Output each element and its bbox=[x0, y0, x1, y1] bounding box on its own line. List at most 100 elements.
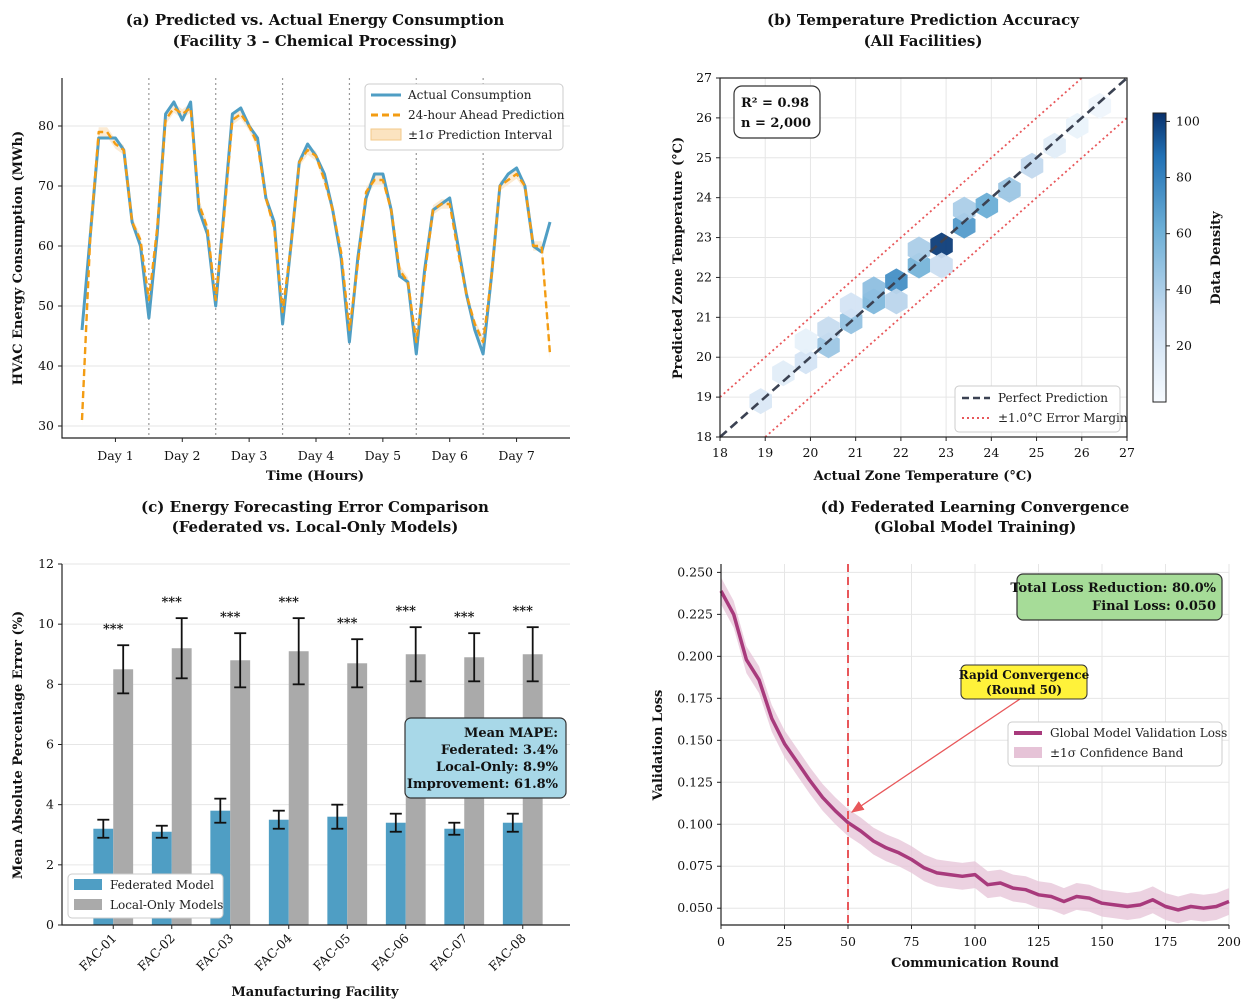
panel-b-y-ticks: 18 19 20 21 22 23 24 25 26 27 bbox=[696, 70, 720, 444]
x-tick-label: Day 6 bbox=[431, 448, 468, 463]
x-tick-label: 24 bbox=[983, 445, 999, 460]
panel-b: (b) Temperature Prediction Accuracy (All… bbox=[671, 11, 1224, 484]
summary-box bbox=[1016, 573, 1223, 621]
panel-b-hexbins bbox=[749, 92, 1112, 415]
bar-federated bbox=[444, 828, 465, 925]
hexbin bbox=[839, 292, 863, 319]
legend-box bbox=[1007, 721, 1223, 767]
summary-reduction: Total Loss Reduction: 80.0% bbox=[1010, 581, 1216, 596]
colorbar-tick-label: 80 bbox=[1176, 170, 1192, 185]
y-tick-label: 0.225 bbox=[677, 606, 713, 621]
y-tick-label: 8 bbox=[46, 676, 54, 691]
colorbar-tick-label: 20 bbox=[1176, 338, 1192, 353]
mape-heading: Mean MAPE: bbox=[464, 726, 558, 741]
panel-b-ylabel: Predicted Zone Temperature (°C) bbox=[671, 137, 686, 379]
x-tick-label: 26 bbox=[1074, 445, 1090, 460]
annotation-arrow bbox=[850, 698, 1021, 813]
x-tick-label: Day 5 bbox=[365, 448, 401, 463]
panel-a-legend: Actual Consumption 24-hour Ahead Predict… bbox=[364, 83, 565, 151]
legend-margin: ±1.0°C Error Margin bbox=[998, 411, 1128, 425]
y-tick-label: 0.050 bbox=[677, 900, 713, 915]
hexbin bbox=[1088, 92, 1112, 119]
x-tick-label: FAC-02 bbox=[135, 931, 178, 974]
y-tick-label: 4 bbox=[46, 797, 54, 812]
x-tick-label: 150 bbox=[1090, 934, 1114, 949]
x-tick-label: 19 bbox=[757, 445, 773, 460]
panel-d-series bbox=[719, 564, 1230, 925]
x-tick-label: FAC-03 bbox=[193, 930, 236, 973]
series-validation-loss bbox=[719, 590, 1230, 912]
y-tick-label: 0.200 bbox=[677, 648, 713, 663]
x-tick-label: FAC-04 bbox=[252, 930, 295, 973]
x-tick-label: 25 bbox=[1029, 445, 1045, 460]
panel-d-ylabel: Validation Loss bbox=[651, 690, 666, 802]
panel-d-legend: Global Model Validation Loss ±1σ Confide… bbox=[1007, 721, 1227, 767]
panel-c-mape-box: Mean MAPE: Federated: 3.4% Local-Only: 8… bbox=[404, 717, 567, 799]
x-tick-label: 22 bbox=[893, 445, 909, 460]
panel-c-legend: Federated Model Local-Only Models bbox=[67, 873, 224, 919]
panel-a: (a) Predicted vs. Actual Energy Consumpt… bbox=[11, 11, 570, 484]
legend-prediction: 24-hour Ahead Prediction bbox=[408, 108, 565, 122]
legend-loss: Global Model Validation Loss bbox=[1050, 726, 1227, 740]
hexbin bbox=[794, 328, 818, 355]
y-tick-label: 2 bbox=[46, 857, 54, 872]
bar-federated bbox=[327, 816, 348, 925]
mape-federated: Federated: 3.4% bbox=[441, 743, 559, 758]
y-tick-label: 0.150 bbox=[677, 732, 713, 747]
hexbin bbox=[885, 288, 908, 315]
panel-d-annotation: Rapid Convergence (Round 50) bbox=[850, 664, 1090, 813]
bar-federated bbox=[502, 822, 523, 925]
panel-b-frame bbox=[719, 77, 1128, 438]
stats-n: n = 2,000 bbox=[741, 116, 811, 131]
legend-box bbox=[954, 385, 1121, 433]
y-tick-label: 26 bbox=[696, 110, 712, 125]
panel-a-xlabel: Time (Hours) bbox=[266, 469, 364, 484]
colorbar bbox=[1152, 112, 1167, 403]
legend-actual: Actual Consumption bbox=[407, 88, 532, 102]
legend-band: ±1σ Confidence Band bbox=[1050, 746, 1184, 760]
mape-box bbox=[404, 717, 567, 799]
hexbin bbox=[772, 360, 795, 387]
legend-interval: ±1σ Prediction Interval bbox=[408, 128, 552, 142]
x-tick-label: FAC-01 bbox=[76, 931, 119, 974]
y-tick-label: 18 bbox=[696, 429, 712, 444]
panel-d-subtitle: (Global Model Training) bbox=[874, 518, 1077, 536]
x-tick-label: 200 bbox=[1217, 934, 1241, 949]
legend-local: Local-Only Models bbox=[110, 898, 223, 912]
x-tick-label: 100 bbox=[963, 934, 987, 949]
significance-marker: *** bbox=[337, 616, 358, 631]
x-tick-label: 18 bbox=[712, 445, 728, 460]
y-tick-label: 30 bbox=[38, 418, 54, 433]
y-tick-label: 12 bbox=[38, 556, 54, 571]
significance-marker: *** bbox=[454, 610, 475, 625]
panel-c-subtitle: (Federated vs. Local-Only Models) bbox=[172, 518, 459, 536]
bar-local-only bbox=[171, 648, 192, 925]
y-tick-label: 19 bbox=[696, 389, 712, 404]
y-tick-label: 22 bbox=[696, 269, 712, 284]
perfect-prediction-line bbox=[719, 77, 1128, 438]
colorbar-tick-label: 60 bbox=[1176, 226, 1192, 241]
panel-b-legend: Perfect Prediction ±1.0°C Error Margin bbox=[954, 385, 1128, 433]
colorbar-tick-label: 100 bbox=[1176, 113, 1200, 128]
stats-box bbox=[733, 85, 821, 139]
significance-marker: *** bbox=[103, 622, 124, 637]
x-tick-label: 0 bbox=[717, 934, 725, 949]
y-tick-label: 24 bbox=[696, 190, 712, 205]
x-tick-label: 25 bbox=[777, 934, 793, 949]
panel-c: (c) Energy Forecasting Error Comparison … bbox=[11, 498, 570, 1000]
colorbar-label: Data Density bbox=[1209, 211, 1224, 305]
panel-a-grid bbox=[62, 125, 570, 427]
panel-b-x-ticks: 18 19 20 21 22 23 24 25 26 27 bbox=[712, 437, 1135, 460]
y-tick-label: 21 bbox=[696, 309, 712, 324]
y-tick-label: 50 bbox=[38, 298, 54, 313]
annotation-line2: (Round 50) bbox=[986, 683, 1062, 697]
panel-b-subtitle: (All Facilities) bbox=[864, 32, 983, 50]
panel-c-y-ticks: 0 2 4 6 8 10 12 bbox=[38, 556, 62, 932]
y-tick-label: 0.075 bbox=[677, 858, 713, 873]
y-tick-label: 20 bbox=[696, 349, 712, 364]
x-tick-label: FAC-06 bbox=[369, 930, 412, 973]
annotation-box bbox=[960, 664, 1088, 700]
y-tick-label: 10 bbox=[38, 616, 54, 631]
mape-improvement: Improvement: 61.8% bbox=[407, 777, 559, 792]
y-tick-label: 0.125 bbox=[677, 774, 713, 789]
